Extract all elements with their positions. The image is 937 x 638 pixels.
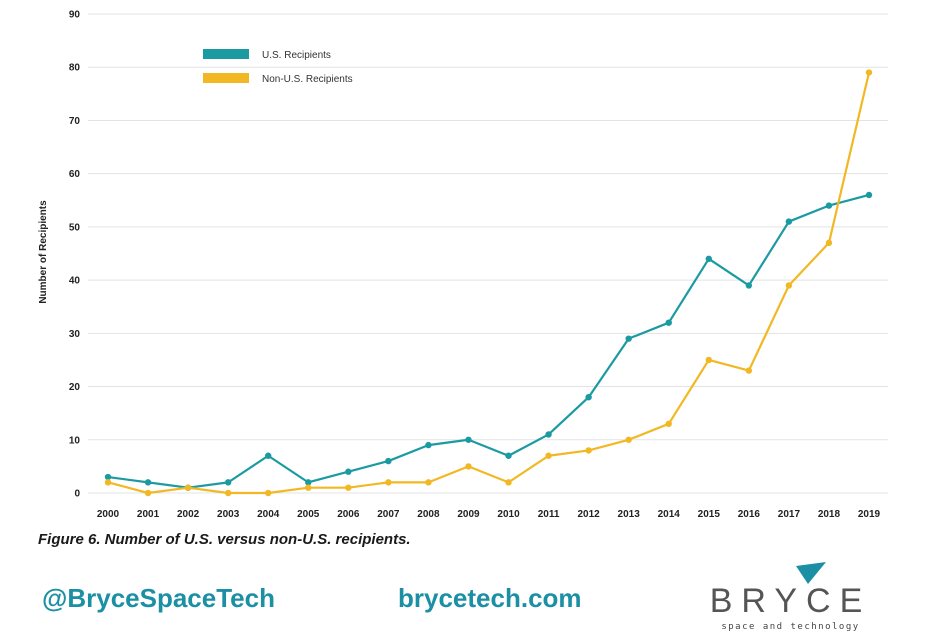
logo-mark-icon [796, 562, 826, 584]
logo-wordmark: BRYCE [709, 582, 872, 620]
data-point [665, 420, 672, 428]
data-point [465, 463, 472, 470]
data-point [665, 319, 672, 326]
series-group [104, 69, 873, 497]
x-tick-label: 2006 [337, 509, 360, 520]
data-point [505, 479, 512, 486]
data-point [104, 479, 112, 486]
y-tick-label: 20 [69, 382, 81, 393]
y-tick-label: 90 [69, 10, 81, 21]
data-point [865, 191, 873, 199]
data-point [505, 452, 512, 459]
legend: U.S. Recipients Non-U.S. Recipients [203, 49, 353, 85]
x-tick-label: 2002 [177, 509, 200, 520]
y-tick-label: 70 [69, 116, 81, 127]
y-tick-label: 10 [69, 435, 81, 446]
y-tick-label: 80 [69, 63, 81, 74]
y-tick-label: 40 [69, 276, 81, 287]
data-point [345, 468, 352, 475]
x-tick-label: 2014 [658, 509, 681, 520]
x-tick-label: 2008 [417, 509, 440, 520]
data-point [345, 484, 352, 491]
data-point [545, 452, 552, 459]
website-link[interactable]: brycetech.com [398, 583, 582, 613]
y-axis-label: Number of Recipients [38, 200, 49, 304]
x-tick-label: 2007 [377, 509, 400, 520]
data-point [465, 436, 472, 443]
data-point [104, 473, 112, 481]
x-tick-label: 2010 [497, 509, 520, 520]
twitter-handle-link[interactable]: @BryceSpaceTech [42, 583, 275, 613]
logo-tagline: space and technology [721, 622, 860, 632]
data-point [585, 447, 592, 454]
data-point [425, 441, 432, 449]
series-line [107, 193, 870, 489]
series-line [107, 72, 871, 495]
x-tick-label: 2003 [217, 509, 240, 520]
data-point [265, 489, 272, 497]
data-point [825, 239, 833, 247]
x-axis-ticks: 2000 2001 2002 2003 2004 2005 2006 2007 2008 2009… [97, 509, 881, 520]
data-point [305, 484, 312, 491]
y-tick-label: 0 [74, 489, 80, 500]
x-tick-label: 2005 [297, 509, 320, 520]
y-tick-label: 30 [69, 329, 81, 340]
data-point [425, 479, 432, 486]
y-tick-label: 60 [69, 169, 81, 180]
data-point [785, 282, 793, 289]
data-point [745, 282, 753, 289]
x-tick-label: 2018 [818, 509, 841, 520]
data-point [625, 335, 632, 342]
x-tick-label: 2019 [858, 509, 881, 520]
data-point [705, 255, 712, 263]
x-tick-label: 2015 [698, 509, 721, 520]
data-point [305, 479, 312, 486]
data-point [745, 367, 753, 374]
data-point [865, 69, 873, 76]
data-point [625, 436, 632, 443]
data-point [825, 202, 833, 209]
x-tick-label: 2011 [538, 509, 560, 520]
y-axis-ticks: 0 10 20 30 40 50 60 70 80 90 [69, 10, 81, 500]
y-tick-label: 50 [69, 222, 81, 233]
legend-swatch [203, 49, 249, 59]
line-chart: 0 10 20 30 40 50 60 70 80 90 2000 2001 2002 2003 2004… [38, 10, 888, 520]
data-point [144, 479, 152, 486]
legend-label: U.S. Recipients [262, 50, 331, 61]
data-point [785, 218, 793, 225]
x-tick-label: 2013 [618, 509, 641, 520]
data-point [224, 489, 232, 497]
legend-swatch [203, 73, 249, 83]
series-non-us [104, 69, 873, 497]
x-tick-label: 2012 [578, 509, 601, 520]
x-tick-label: 2004 [257, 509, 280, 520]
grid-lines [88, 13, 888, 494]
figure-caption: Figure 6. Number of U.S. versus non-U.S.… [38, 531, 411, 548]
x-tick-label: 2000 [97, 509, 120, 520]
data-point [545, 431, 552, 438]
x-tick-label: 2001 [137, 509, 160, 520]
bryce-logo: BRYCE space and technology [693, 560, 888, 635]
series-us [104, 191, 873, 491]
legend-label: Non-U.S. Recipients [262, 74, 353, 85]
x-tick-label: 2009 [457, 509, 480, 520]
x-tick-label: 2017 [778, 509, 801, 520]
data-point [585, 394, 592, 401]
data-point [184, 484, 192, 491]
data-point [385, 479, 392, 486]
data-point [144, 489, 152, 497]
data-point [385, 457, 392, 465]
data-point [224, 479, 232, 486]
x-tick-label: 2016 [738, 509, 761, 520]
data-point [705, 356, 712, 364]
data-point [265, 452, 272, 459]
